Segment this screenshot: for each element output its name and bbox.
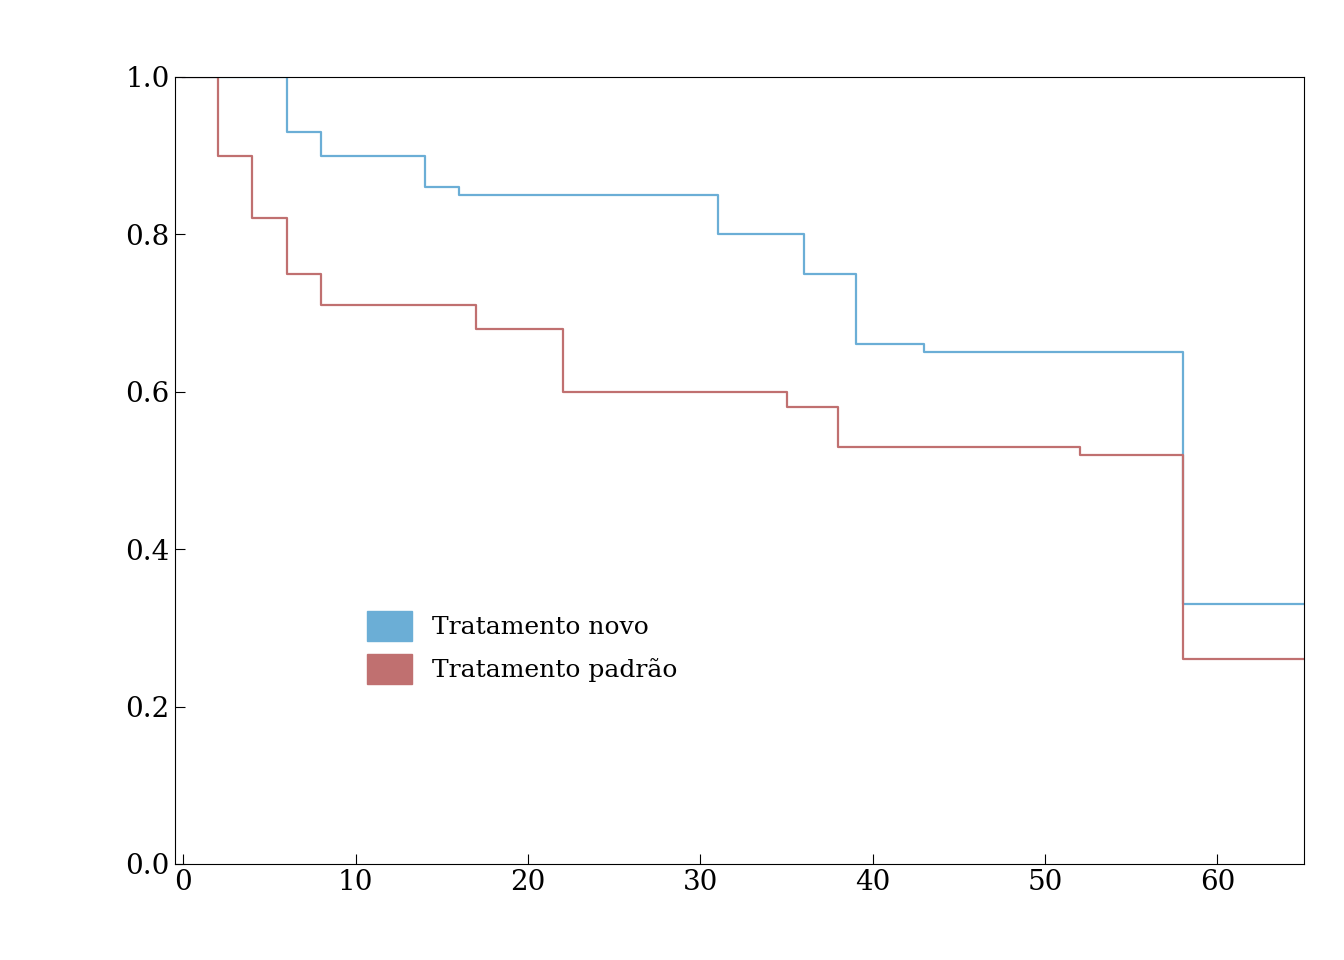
- Legend: Tratamento novo, Tratamento padrão: Tratamento novo, Tratamento padrão: [356, 601, 687, 694]
